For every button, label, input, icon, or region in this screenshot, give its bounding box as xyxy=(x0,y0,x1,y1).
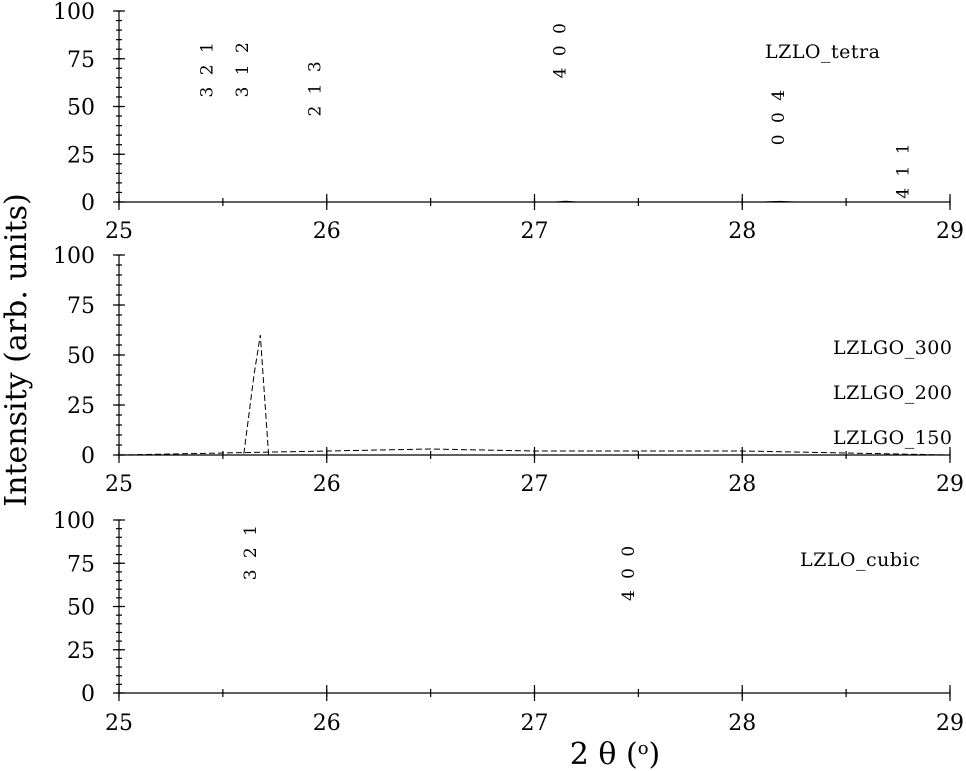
y-tick-label: 0 xyxy=(81,682,95,707)
panel-1: 0 25 50 75 100 25 26 27 28 29 LZLO_tetra 3 2 1 3 1 2… xyxy=(53,0,964,244)
series-line xyxy=(119,200,950,203)
hkl-annotation: 4 0 0 xyxy=(619,543,639,601)
hkl-annotation: 4 1 1 xyxy=(893,140,913,198)
x-axis-title-main: 2 θ ( xyxy=(570,737,638,771)
y-tick-label: 75 xyxy=(67,294,95,319)
x-tick-label: 25 xyxy=(105,219,133,244)
hkl-annotation: 3 2 1 xyxy=(241,522,261,580)
series-label: LZLGO_200 xyxy=(833,382,952,404)
x-tick-label: 27 xyxy=(521,711,549,736)
hkl-annotation: 4 0 0 xyxy=(551,20,571,78)
panel-2: 0 25 50 75 100 25 26 27 28 29 LZLGO_300 LZLGO_200 LZ… xyxy=(53,244,964,497)
y-tick-label: 25 xyxy=(67,639,95,664)
series-line xyxy=(119,334,950,456)
y-tick-label: 0 xyxy=(81,191,95,216)
x-tick-label: 27 xyxy=(521,472,549,497)
x-tick-label: 26 xyxy=(313,219,341,244)
series-label: LZLO_tetra xyxy=(765,41,880,63)
panel-3: 0 25 50 75 100 25 26 27 28 29 LZLO_cubic 3 2 1 4 0 0 xyxy=(53,509,964,736)
x-tick-label: 28 xyxy=(728,711,756,736)
y-axis-title: Intensity (arb. units) xyxy=(0,193,34,506)
x-tick-label: 25 xyxy=(105,711,133,736)
y-tick-label: 50 xyxy=(67,344,95,369)
y-tick-label: 0 xyxy=(81,444,95,469)
y-tick-label: 75 xyxy=(67,552,95,577)
hkl-annotation: 2 1 3 xyxy=(306,58,326,116)
y-tick-label: 100 xyxy=(53,0,95,25)
x-tick-label: 28 xyxy=(728,219,756,244)
x-tick-label: 28 xyxy=(728,472,756,497)
x-tick-label: 26 xyxy=(313,711,341,736)
hkl-annotation: 3 1 2 xyxy=(233,39,253,97)
hkl-annotation: 0 0 4 xyxy=(769,87,789,145)
x-axis-title-sup: o xyxy=(638,738,649,759)
x-tick-label: 29 xyxy=(936,219,964,244)
y-tick-label: 50 xyxy=(67,596,95,621)
x-tick-label: 27 xyxy=(521,219,549,244)
x-tick-label: 25 xyxy=(105,472,133,497)
hkl-annotation: 3 2 1 xyxy=(197,39,217,97)
y-tick-label: 25 xyxy=(67,143,95,168)
series-label: LZLO_cubic xyxy=(800,549,920,571)
series-label: LZLGO_300 xyxy=(833,337,952,359)
y-tick-label: 100 xyxy=(53,509,95,534)
y-tick-label: 100 xyxy=(53,244,95,269)
series-line xyxy=(118,448,951,456)
x-tick-label: 29 xyxy=(936,711,964,736)
y-tick-label: 50 xyxy=(67,96,95,121)
y-tick-label: 75 xyxy=(67,48,95,73)
x-axis-title-close: ) xyxy=(649,737,661,771)
series-label: LZLGO_150 xyxy=(833,427,952,449)
x-tick-label: 29 xyxy=(936,472,964,497)
y-tick-label: 25 xyxy=(67,394,95,419)
x-tick-label: 26 xyxy=(313,472,341,497)
x-axis-title: 2 θ (o) xyxy=(570,737,661,771)
